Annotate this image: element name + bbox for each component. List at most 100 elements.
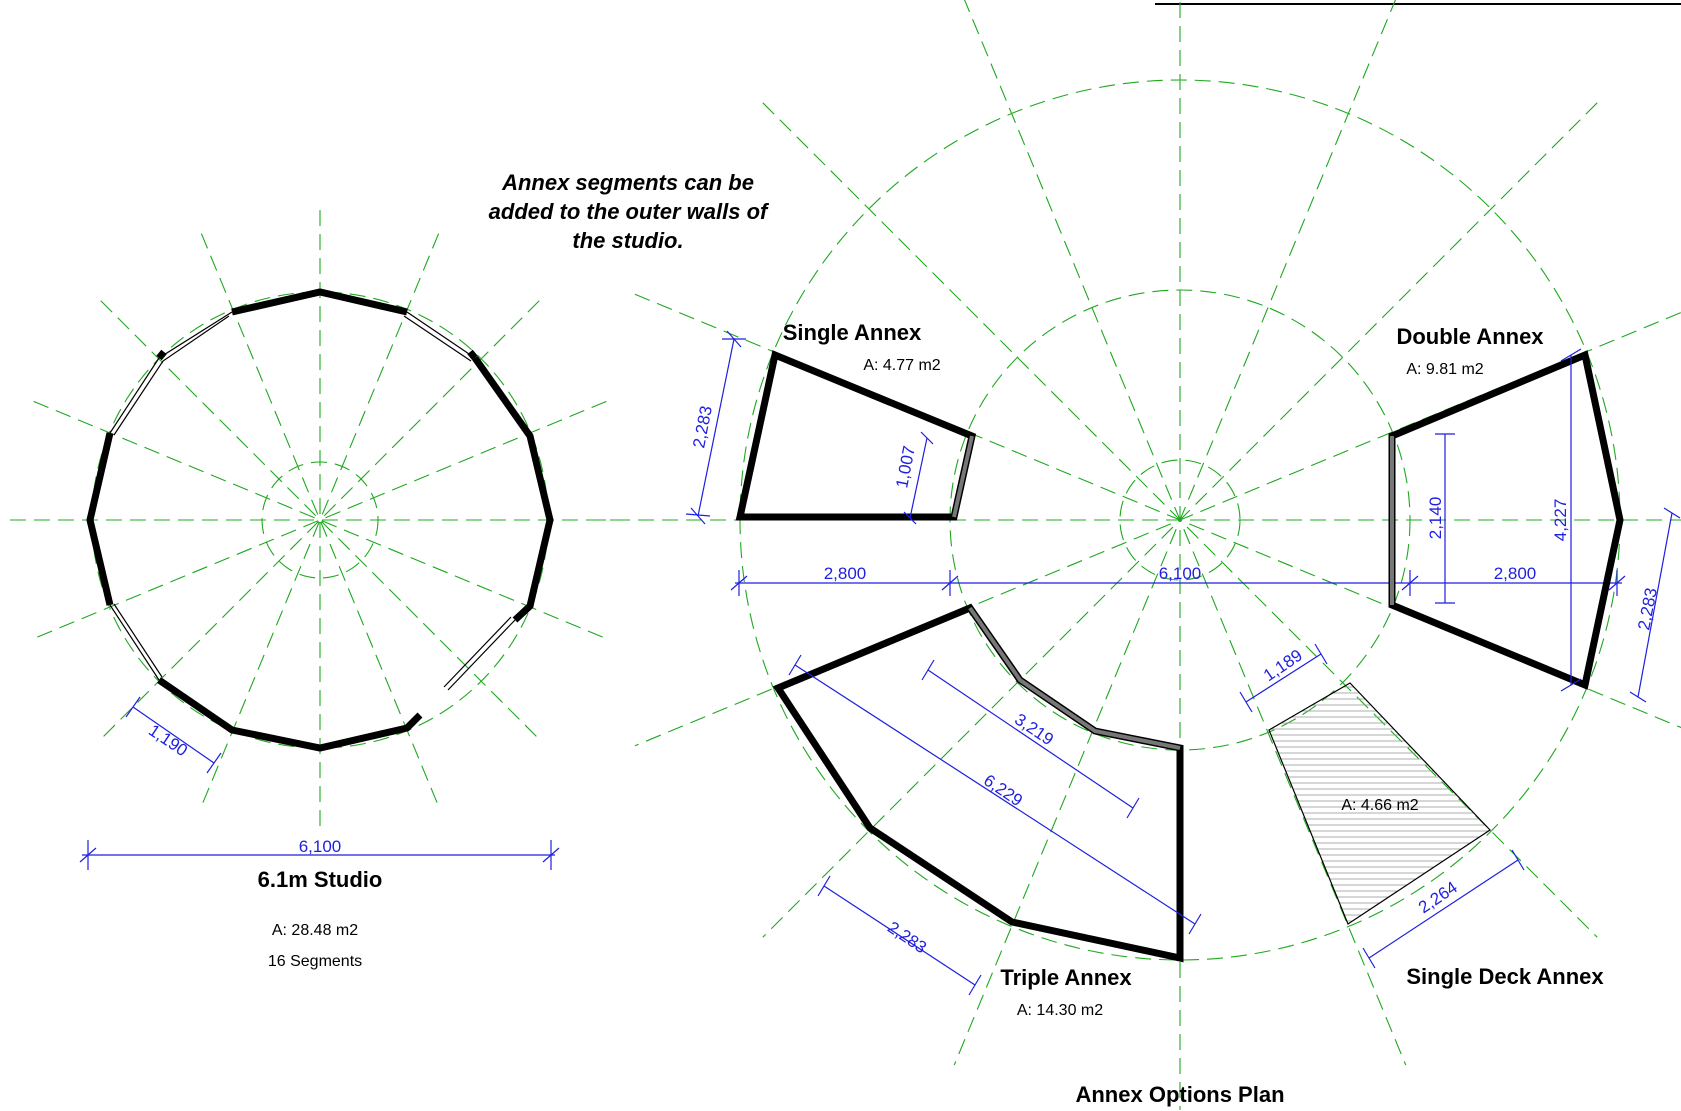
- deck-annex-outer-dimension-line: [1368, 859, 1519, 959]
- deck-annex-title: Single Deck Annex: [1406, 964, 1604, 989]
- dim-tick: [730, 575, 748, 591]
- studio-window-top-left-inner: [113, 315, 230, 436]
- single-annex-inner-dimension-line: [909, 437, 928, 519]
- dim-tick: [542, 847, 560, 863]
- dim-tick: [903, 511, 917, 525]
- single-annex-outer-dimension: 2,283: [689, 404, 716, 449]
- dim-tick: [1608, 575, 1626, 591]
- studio-grid-spoke: [33, 400, 607, 640]
- dim-tick: [817, 875, 831, 897]
- triple-annex-title: Triple Annex: [1000, 965, 1132, 990]
- triple-annex-inner-wall: [968, 606, 1181, 750]
- triple-annex: 3,219 6,229 2,283 Triple Annex A: 14.30 …: [772, 603, 1202, 1019]
- single-annex-outer-dimension-line: [697, 338, 735, 517]
- studio-segment-dimension: 1,190: [145, 721, 191, 761]
- studio-grid-spoke: [200, 233, 440, 807]
- double-annex-depth-dimension: 2,800: [1494, 564, 1537, 583]
- note-line-3: the studio.: [572, 228, 683, 253]
- dim-tick: [1188, 913, 1202, 935]
- deck-annex-outline: [1268, 682, 1491, 925]
- studio-grid-spoke: [100, 300, 540, 740]
- studio-window-top-right-inner: [403, 315, 472, 362]
- dim-tick: [1511, 849, 1525, 871]
- dim-tick: [920, 431, 934, 445]
- studio-window-bottom-left: [109, 604, 160, 681]
- double-annex-outer-dimension: 4,227: [1551, 499, 1570, 542]
- note-line-2: added to the outer walls of: [489, 199, 770, 224]
- single-annex-area: A: 4.77 m2: [863, 357, 940, 374]
- dim-tick: [921, 659, 935, 681]
- dim-tick: [690, 507, 706, 525]
- studio-grid-spoke: [33, 400, 607, 640]
- triple-annex-inner-dimension-line: [927, 669, 1134, 809]
- single-annex: 2,283 1,007 Single Annex A: 4.77 m2: [685, 320, 977, 525]
- studio-window-top-left: [109, 311, 233, 434]
- dim-tick: [1362, 947, 1376, 969]
- single-annex-outline: [735, 350, 977, 521]
- studio-door-leaf-inner: [443, 616, 512, 688]
- triple-annex-outer-dimension-line: [794, 664, 1196, 925]
- triple-annex-inner-dimension: 3,219: [1011, 710, 1057, 750]
- dim-tick: [1401, 575, 1419, 591]
- dim-tick: [941, 575, 959, 591]
- triple-annex-outline: [772, 603, 1184, 963]
- dim-tick: [79, 847, 97, 863]
- triple-annex-outer-dimension: 6,229: [980, 771, 1026, 811]
- dim-tick: [1560, 678, 1582, 692]
- studio-window-bottom-left-inner: [113, 603, 163, 678]
- studio-title: 6.1m Studio: [258, 867, 383, 892]
- double-annex: 2,140 4,227 2,283 Double Annex A: 9.81 m…: [1388, 324, 1681, 703]
- studio-wall-top: [231, 288, 408, 316]
- double-annex-side-dimension: 2,283: [1634, 586, 1661, 631]
- studio-grid-spoke: [100, 300, 540, 740]
- dim-tick: [1314, 643, 1328, 665]
- deck-annex-area: A: 4.66 m2: [1341, 797, 1418, 814]
- studio-plan: 1,190 6,100 6.1m Studio A: 28.48 m2 16 S…: [10, 210, 630, 970]
- triple-annex-side-dimension-line: [823, 885, 976, 986]
- single-deck-annex: 1,189 2,264 A: 4.66 m2 Single Deck Annex: [1239, 643, 1604, 989]
- triple-annex-side-dimension: 2,283: [884, 918, 930, 958]
- annex-note: Annex segments can be added to the outer…: [489, 170, 770, 253]
- deck-annex-outer-dimension: 2,264: [1415, 878, 1461, 918]
- plan-inner-grid-circle: [1119, 459, 1241, 581]
- studio-grid-spoke: [200, 233, 440, 807]
- dim-tick: [726, 330, 742, 348]
- studio-segments: 16 Segments: [268, 953, 362, 970]
- studio-width-dimension: 6,100: [299, 837, 342, 856]
- dim-tick: [968, 974, 982, 996]
- double-annex-title: Double Annex: [1396, 324, 1544, 349]
- dim-tick: [206, 752, 222, 774]
- studio-grid-lines: [10, 210, 630, 830]
- single-annex-depth-dimension: 2,800: [824, 564, 867, 583]
- dim-tick: [1629, 691, 1647, 703]
- dim-tick: [1560, 348, 1582, 362]
- studio-wall-left: [86, 432, 114, 606]
- deck-annex-inner-dimension-line: [1245, 653, 1322, 703]
- studio-wall-bottom: [157, 677, 423, 752]
- studio-area: A: 28.48 m2: [272, 922, 358, 939]
- studio-wall-right: [472, 355, 554, 623]
- single-annex-inner-wall: [952, 435, 974, 518]
- single-annex-title: Single Annex: [783, 320, 922, 345]
- double-annex-area: A: 9.81 m2: [1406, 361, 1483, 378]
- plan-center-dimension: 6,100: [1159, 564, 1202, 583]
- annex-options-plan: 2,283 1,007 Single Annex A: 4.77 m2 2,80…: [590, 0, 1681, 1110]
- note-line-1: Annex segments can be: [501, 170, 754, 195]
- deck-annex-inner-dimension: 1,189: [1260, 646, 1306, 686]
- plan-title: Annex Options Plan: [1075, 1082, 1284, 1107]
- dim-tick: [788, 654, 802, 676]
- plan-depth-dimensions: 2,800 6,100 2,800: [730, 564, 1626, 596]
- triple-annex-area: A: 14.30 m2: [1017, 1002, 1103, 1019]
- single-annex-inner-dimension: 1,007: [892, 444, 919, 489]
- double-annex-inner-dimension: 2,140: [1426, 497, 1445, 540]
- dim-tick: [685, 513, 711, 517]
- dim-tick: [1239, 691, 1253, 713]
- studio-door-leaf: [447, 619, 516, 691]
- dim-tick: [125, 696, 141, 718]
- dim-tick: [1126, 797, 1140, 819]
- plan-grid-lines: [590, 0, 1681, 1110]
- double-annex-side-dimension-line: [1637, 512, 1673, 698]
- studio-segment-dimension-line: [132, 706, 215, 764]
- dim-tick: [1663, 507, 1681, 519]
